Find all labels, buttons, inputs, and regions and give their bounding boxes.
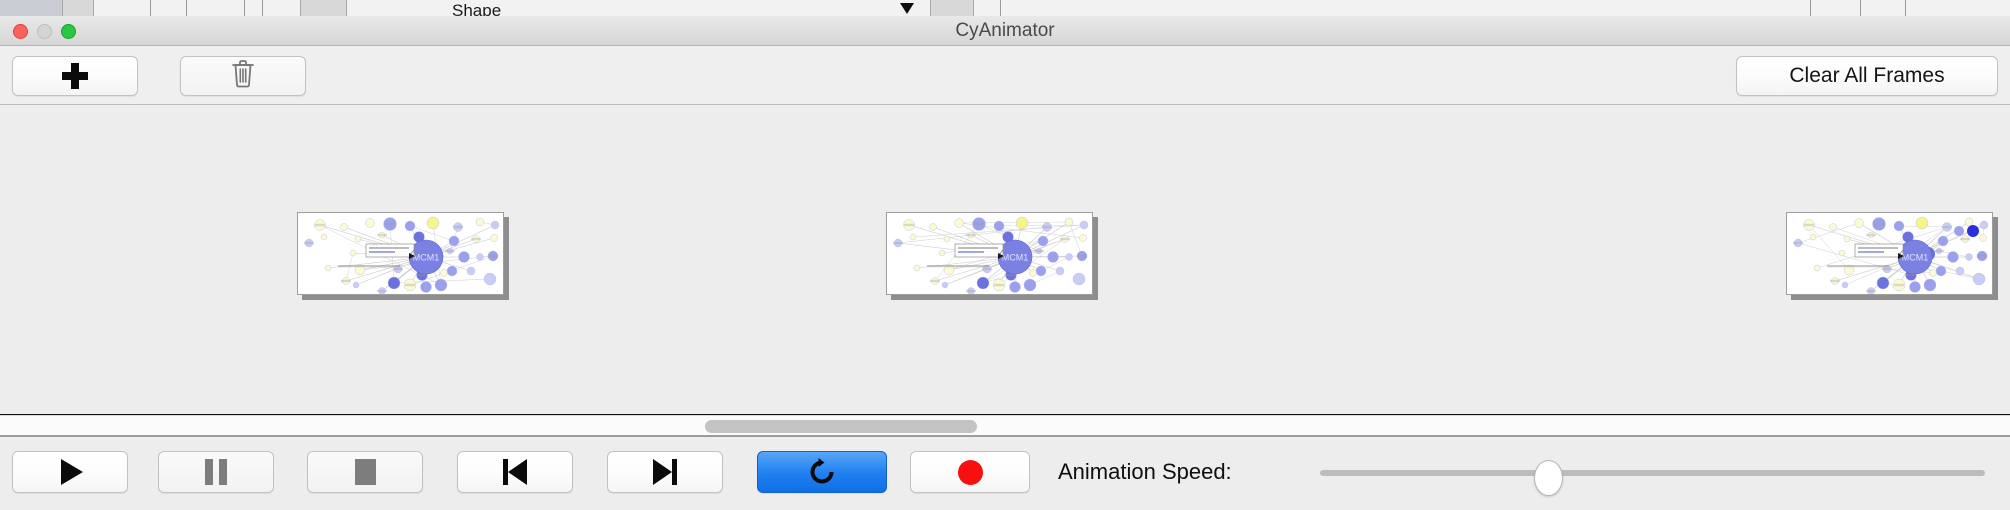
bg-divider — [1000, 0, 1001, 16]
frame-network-preview: MCM1 — [297, 212, 504, 295]
loop-icon — [807, 457, 837, 487]
skip-to-start-button[interactable] — [457, 451, 573, 493]
animation-speed-slider-thumb[interactable] — [1534, 460, 1563, 496]
play-button[interactable] — [12, 451, 128, 493]
svg-text:MCM1: MCM1 — [1902, 253, 1929, 263]
loop-toggle-button[interactable] — [757, 451, 887, 493]
frame-network-preview: MCM1 — [1786, 212, 1993, 295]
svg-text:MCM1: MCM1 — [1002, 253, 1029, 263]
play-icon — [57, 459, 83, 485]
stop-button[interactable] — [307, 451, 423, 493]
bg-block — [0, 0, 62, 16]
bg-divider — [1860, 0, 1861, 16]
toolbar: Clear All Frames — [0, 46, 2010, 105]
skip-to-end-button[interactable] — [607, 451, 723, 493]
frame-thumbnail-1[interactable]: MCM1 — [297, 212, 509, 300]
bg-divider — [150, 0, 151, 16]
zoom-button[interactable] — [61, 24, 76, 39]
bg-grey — [62, 0, 94, 16]
record-button[interactable] — [910, 451, 1030, 493]
playback-control-bar: Animation Speed: — [0, 439, 2010, 510]
close-button[interactable] — [13, 24, 28, 39]
traffic-light-group — [13, 24, 76, 39]
animation-speed-slider[interactable] — [1320, 470, 1985, 476]
scrollbar-thumb[interactable] — [705, 420, 977, 433]
skip-forward-icon — [653, 459, 677, 485]
bg-divider — [186, 0, 187, 16]
skip-back-icon — [503, 459, 527, 485]
background-app-strip: Shape — [0, 0, 2010, 17]
frame-thumbnail-3[interactable]: MCM1 — [1786, 212, 1998, 300]
bg-app-label: Shape — [452, 1, 502, 17]
record-icon — [957, 459, 983, 485]
animation-speed-label: Animation Speed: — [1058, 459, 1232, 484]
stop-icon — [354, 459, 376, 485]
bg-divider — [1905, 0, 1906, 16]
clear-all-frames-button[interactable]: Clear All Frames — [1736, 56, 1998, 96]
bg-grey — [300, 0, 347, 16]
minimize-button[interactable] — [37, 24, 52, 39]
svg-text:MCM1: MCM1 — [413, 253, 440, 263]
add-frame-button[interactable] — [12, 56, 138, 96]
pause-icon — [205, 459, 227, 485]
timeline-panel[interactable]: 12131415161718 MCM1 MCM1 MCM1 — [0, 105, 2010, 415]
bg-grey — [930, 0, 974, 16]
bg-divider — [1810, 0, 1811, 16]
delete-frame-button[interactable] — [180, 56, 306, 96]
clear-all-frames-label: Clear All Frames — [1789, 64, 1945, 87]
trash-icon — [230, 59, 256, 94]
plus-icon — [62, 63, 88, 89]
window-title: CyAnimator — [955, 20, 1055, 41]
timeline-scrollbar[interactable] — [0, 415, 2010, 437]
bg-divider — [244, 0, 245, 16]
frame-thumbnail-2[interactable]: MCM1 — [886, 212, 1098, 300]
frame-network-preview: MCM1 — [886, 212, 1093, 295]
bg-caret-icon — [900, 3, 914, 14]
bg-divider — [262, 0, 263, 16]
pause-button[interactable] — [158, 451, 274, 493]
timeline-axis — [0, 414, 2010, 415]
title-bar: CyAnimator — [0, 16, 2010, 46]
